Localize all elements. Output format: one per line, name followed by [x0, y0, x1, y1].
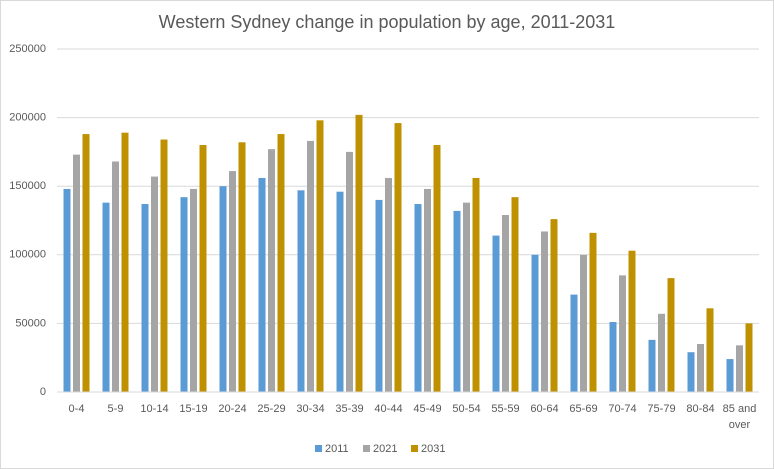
bar — [433, 145, 441, 392]
x-tick-label: 80-84 — [686, 403, 714, 415]
bar — [190, 188, 197, 392]
bar — [355, 114, 363, 392]
chart-title: Western Sydney change in population by a… — [159, 12, 616, 32]
y-tick-label: 250000 — [9, 43, 46, 55]
bar — [706, 308, 714, 392]
x-tick-label: 85 and over — [723, 403, 757, 431]
bar — [258, 177, 266, 392]
bar — [628, 250, 636, 392]
legend-swatch — [411, 445, 418, 452]
bar — [385, 177, 392, 392]
bar — [238, 142, 246, 392]
bar — [141, 204, 149, 392]
bar — [609, 322, 617, 392]
bar — [414, 204, 422, 392]
x-tick-label: 5-9 — [108, 403, 124, 415]
bar — [277, 134, 285, 392]
bar — [316, 120, 324, 393]
bar — [531, 254, 539, 392]
bar — [394, 123, 402, 392]
x-tick-label: 20-24 — [218, 403, 246, 415]
y-tick-label: 150000 — [9, 180, 46, 192]
bar — [151, 176, 158, 392]
y-tick-label: 100000 — [9, 249, 46, 261]
bar — [667, 278, 675, 392]
y-tick-label: 0 — [40, 386, 46, 398]
x-tick-label: 30-34 — [296, 403, 324, 415]
y-tick-label: 50000 — [15, 317, 46, 329]
bar — [736, 345, 743, 392]
x-tick-label: 45-49 — [413, 403, 441, 415]
y-tick-label: 200000 — [9, 112, 46, 124]
bar — [580, 254, 587, 392]
legend-swatch — [315, 445, 322, 452]
bar — [268, 149, 275, 392]
bar — [63, 188, 71, 392]
bar — [180, 197, 188, 392]
legend-label: 2021 — [373, 443, 397, 455]
bar — [297, 190, 305, 392]
x-tick-label: 25-29 — [257, 403, 285, 415]
bar — [541, 231, 548, 392]
bar — [219, 186, 227, 392]
bar — [658, 313, 665, 392]
bar — [726, 359, 734, 392]
bar — [102, 202, 110, 392]
bar — [82, 134, 90, 392]
bar — [502, 215, 509, 392]
x-tick-label: 10-14 — [140, 403, 168, 415]
legend-label: 2031 — [421, 443, 445, 455]
bar — [492, 235, 500, 392]
bar — [121, 132, 129, 392]
legend-swatch — [363, 445, 370, 452]
bar — [472, 177, 480, 392]
bar — [73, 154, 80, 392]
bar — [424, 188, 431, 392]
bar — [619, 275, 626, 392]
x-tick-label: 15-19 — [179, 403, 207, 415]
bar — [112, 161, 119, 392]
x-tick-label: 75-79 — [647, 403, 675, 415]
bar — [511, 197, 519, 392]
bar — [229, 171, 236, 392]
bar — [453, 210, 461, 392]
x-tick-label: 65-69 — [569, 403, 597, 415]
x-tick-label: 60-64 — [530, 403, 558, 415]
legend-label: 2011 — [325, 443, 349, 455]
bar — [336, 191, 344, 392]
bar — [570, 294, 578, 392]
x-tick-label: 70-74 — [608, 403, 636, 415]
bar — [346, 151, 353, 392]
bar — [199, 145, 207, 392]
bar — [160, 139, 168, 392]
bar — [745, 323, 753, 392]
x-tick-label: 50-54 — [452, 403, 480, 415]
bar — [463, 202, 470, 392]
bar — [550, 219, 558, 392]
bar — [648, 339, 656, 392]
bar — [697, 343, 704, 392]
bar — [687, 352, 695, 392]
x-tick-label: 55-59 — [491, 403, 519, 415]
bar — [589, 232, 597, 392]
x-tick-label: 40-44 — [374, 403, 402, 415]
bar — [307, 140, 314, 392]
bar — [375, 199, 383, 392]
x-tick-label: 35-39 — [335, 403, 363, 415]
x-tick-label: 0-4 — [69, 403, 85, 415]
